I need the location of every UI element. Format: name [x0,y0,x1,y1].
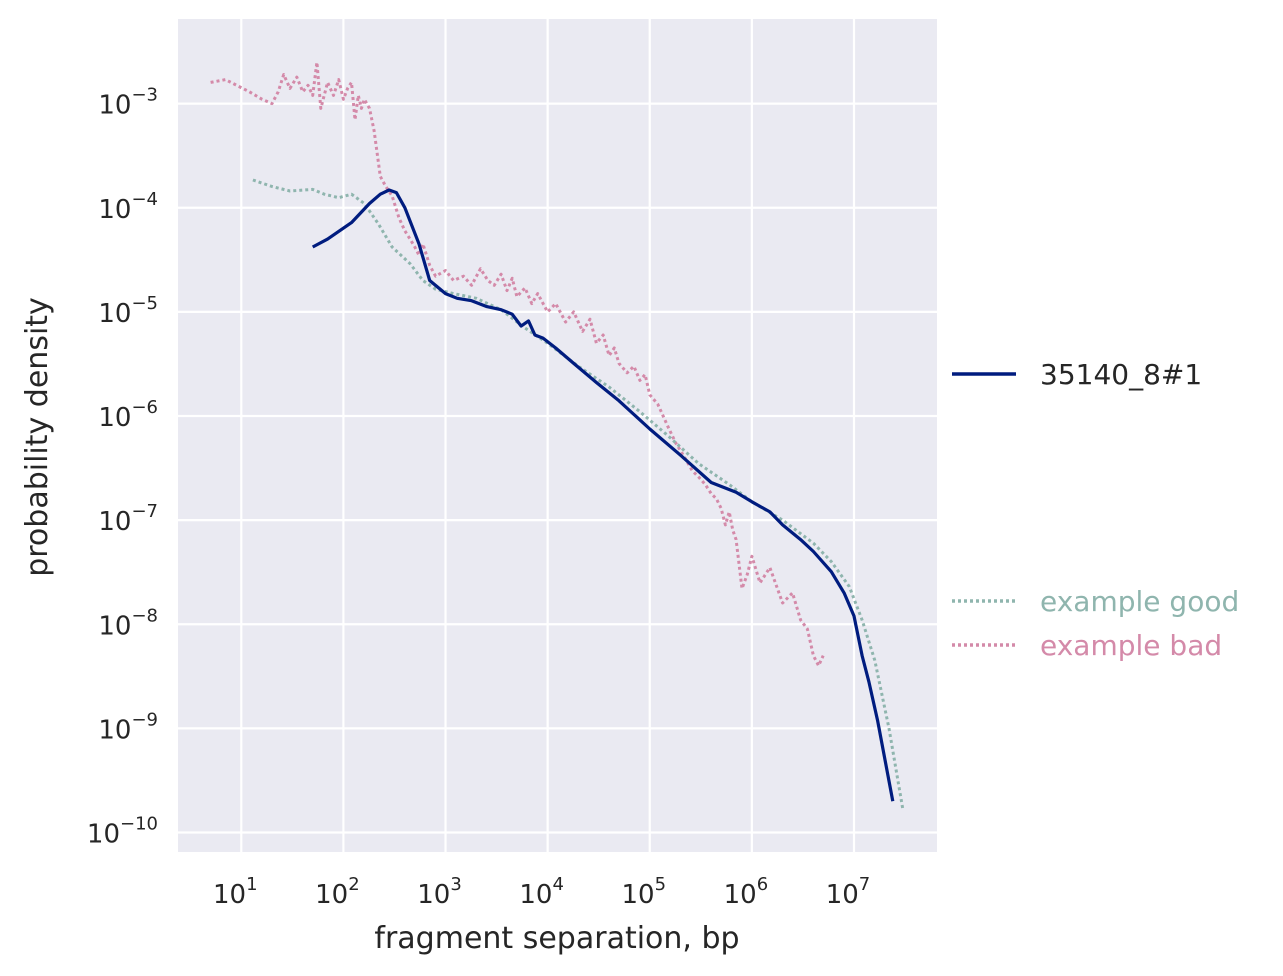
x-tick-label-6: 107 [826,874,871,910]
y-tick-label-0: 10−3 [98,85,158,121]
y-tick-label-1: 10−4 [98,189,158,225]
plot-background [178,19,937,852]
x-axis-label: fragment separation, bp [374,921,739,956]
y-tick-label-5: 10−8 [98,605,158,641]
y-tick-label-4: 10−7 [98,501,158,537]
x-tick-label-0: 101 [213,874,258,910]
y-axis-label: probability density [20,297,55,577]
y-tick-label-7: 10−10 [87,814,158,850]
series-line-35140-8-1 [311,188,895,802]
x-tick-labels: 101 102 103 104 105 106 107 [213,874,870,910]
x-tick-label-2: 103 [417,874,462,910]
legend-label-example-bad: example bad [1040,629,1222,662]
x-tick-label-1: 102 [315,874,360,910]
series-line-example-bad [210,60,825,668]
x-tick-label-5: 106 [724,874,769,910]
grid-lines [178,19,937,852]
legend: 35140_8#1 example good example bad [952,358,1239,662]
legend-label-35140: 35140_8#1 [1040,358,1202,391]
y-tick-label-3: 10−6 [98,397,158,433]
legend-label-example-good: example good [1040,585,1239,618]
x-tick-label-4: 105 [621,874,666,910]
y-tick-label-6: 10−9 [98,709,158,745]
y-tick-labels: 10−3 10−4 10−5 10−6 10−7 10−8 10−9 10−10 [87,85,158,850]
y-tick-label-2: 10−5 [98,293,158,329]
series-layer [210,60,905,809]
x-tick-label-3: 104 [519,874,564,910]
